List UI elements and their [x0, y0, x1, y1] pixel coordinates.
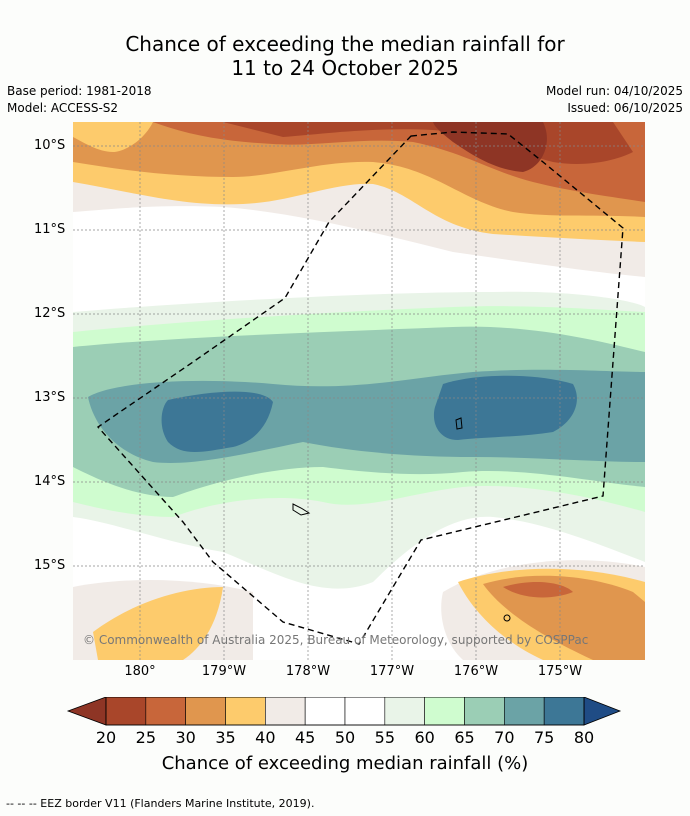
island-west: [292, 503, 311, 516]
contour-below-20-north: [433, 122, 547, 172]
lon-label-175w: 175°W: [537, 664, 583, 679]
lat-label-11s: 11°S: [34, 222, 66, 237]
grid-lines: [73, 122, 645, 660]
colorbar-tick-label: 45: [294, 728, 316, 747]
lat-label-15s: 15°S: [34, 558, 66, 573]
colorbar-segment: [105, 697, 147, 726]
colorbar-segment: [185, 697, 226, 726]
colorbar-segment: [504, 697, 545, 726]
colorbar-segment: [265, 697, 306, 726]
colorbar-tick-label: 20: [95, 728, 117, 747]
colorbar-segment: [145, 697, 186, 726]
island-southeast: [503, 614, 511, 622]
lat-label-10s: 10°S: [34, 138, 66, 153]
colorbar-segment: [304, 697, 346, 726]
colorbar-under-arrow: [66, 697, 107, 726]
colorbar-tick-label: 40: [255, 728, 276, 747]
colorbar-tick-label: 65: [454, 728, 475, 747]
colorbar-segment: [543, 697, 585, 726]
contour-75-80-west: [161, 391, 273, 452]
chart-title-line2: 11 to 24 October 2025: [231, 56, 459, 80]
colorbar-segment: [225, 697, 266, 726]
lon-label-180: 180°: [124, 664, 156, 679]
contour-25-30-southeast: [503, 581, 573, 598]
lon-label-179w: 179°W: [201, 664, 247, 679]
lon-label-178w: 178°W: [285, 664, 331, 679]
contour-35-40-southwest: [93, 587, 223, 660]
lat-label-12s: 12°S: [34, 306, 66, 321]
colorbar-tick-label: 60: [414, 728, 435, 747]
base-period: Base period: 1981-2018: [7, 84, 152, 98]
eez-border: [96, 131, 624, 645]
colorbar-tick-label: 80: [573, 728, 595, 747]
rainfall-map: [73, 122, 645, 660]
colorbar-tick-label: 30: [175, 728, 196, 747]
lon-label-176w: 176°W: [453, 664, 499, 679]
colorbar-tick-label: 55: [374, 728, 395, 747]
colorbar-tick-label: 75: [533, 728, 555, 747]
colorbar-segment: [384, 697, 425, 726]
colorbar-frame: [105, 697, 585, 726]
contour-30-35-southeast: [483, 575, 645, 660]
island-north: [455, 417, 463, 430]
lat-label-14s: 14°S: [34, 474, 66, 489]
colorbar-segment: [344, 697, 386, 726]
colorbar-title: Chance of exceeding median rainfall (%): [161, 753, 529, 774]
contour-35-40-northwest-patch: [73, 122, 153, 152]
lon-label-177w: 177°W: [369, 664, 415, 679]
chart-title-line1: Chance of exceeding the median rainfall …: [125, 32, 565, 56]
model-name: Model: ACCESS-S2: [7, 101, 119, 115]
colorbar-segment: [464, 697, 505, 726]
model-run: Model run: 04/10/2025: [545, 84, 683, 98]
colorbar-over-arrow: [583, 697, 622, 726]
colorbar-segment: [424, 697, 465, 726]
eez-footer-note: -- -- -- EEZ border V11 (Flanders Marine…: [6, 797, 315, 810]
colorbar-tick-label: 25: [135, 728, 156, 747]
issued-date: Issued: 06/10/2025: [567, 101, 683, 115]
colorbar-tick-label: 35: [215, 728, 236, 747]
copyright-notice: © Commonwealth of Australia 2025, Bureau…: [83, 633, 589, 647]
lat-label-13s: 13°S: [34, 390, 66, 405]
contour-75-80-east: [433, 375, 577, 440]
colorbar: [66, 697, 622, 726]
colorbar-tick-label: 50: [334, 728, 356, 747]
colorbar-tick-label: 70: [494, 728, 515, 747]
